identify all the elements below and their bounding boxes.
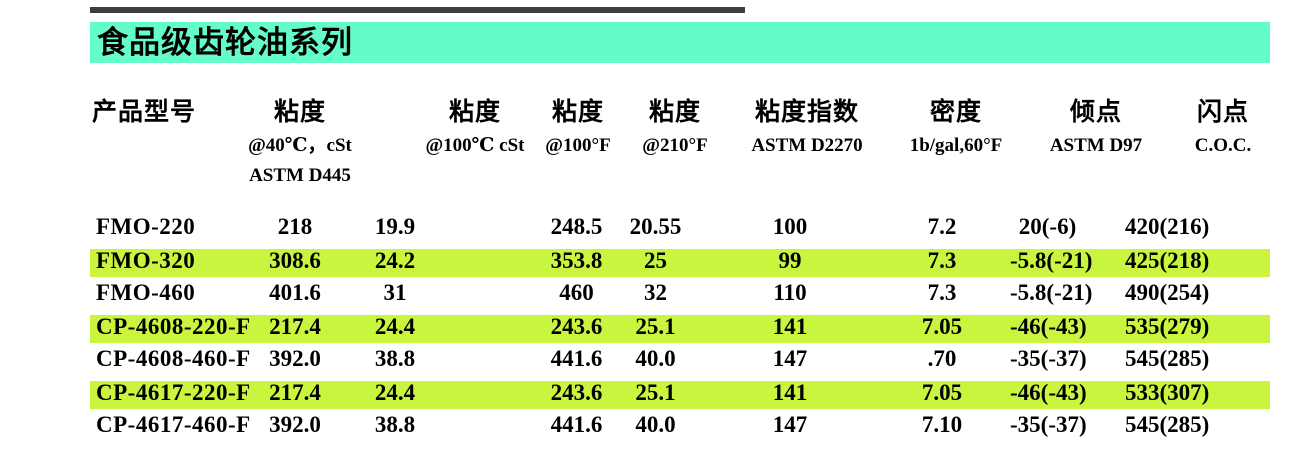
- cell-density: 7.05: [921, 380, 963, 405]
- cell-v210f: 32: [644, 280, 667, 305]
- cell-v210f: 25.1: [635, 314, 676, 339]
- cell-density: 7.10: [921, 412, 963, 437]
- cell-vi: 110: [773, 280, 807, 305]
- cell-model: FMO-320: [96, 248, 196, 273]
- column-header-flash-point: 闪点 C.O.C.: [1194, 99, 1252, 156]
- table-row: CP-4617-460-F 392.0 38.8 441.6 40.0 147 7.10 -3…: [90, 411, 1270, 444]
- cell-vi: 99: [778, 248, 802, 273]
- cell-flash: 490(254): [1125, 280, 1210, 305]
- cell-pour: -5.8(-21): [1010, 248, 1093, 273]
- cell-v40: 401.6: [269, 280, 321, 305]
- column-header-viscosity-210f: 粘度 @210°F: [642, 99, 708, 156]
- column-header-pour-point: 倾点 ASTM D97: [1049, 99, 1143, 156]
- cell-v40: 308.6: [269, 248, 321, 273]
- cell-pour: -46(-43): [1010, 314, 1087, 339]
- scan-artifact-line: [90, 7, 745, 13]
- cell-v40: 218: [277, 214, 313, 239]
- table-row: FMO-220 218 19.9 248.5 20.55 100 7.2 20(-6) 420(…: [90, 213, 1270, 246]
- cell-v210f: 20.55: [629, 214, 682, 239]
- cell-vi: 100: [772, 214, 808, 239]
- cell-v100f: 248.5: [550, 214, 603, 239]
- cell-v210f: 40.0: [635, 346, 676, 371]
- cell-pour: -35(-37): [1010, 412, 1087, 437]
- cell-v100c: 24.4: [374, 314, 416, 339]
- table-row: CP-4617-220-F 217.4 24.4 243.6 25.1 141 7.05 -4…: [90, 378, 1270, 411]
- cell-v210f: 25.1: [635, 380, 676, 405]
- page-title: 食品级齿轮油系列: [97, 25, 353, 60]
- cell-v100f: 243.6: [550, 314, 603, 339]
- cell-model: CP-4617-220-F: [96, 380, 251, 405]
- cell-density: 7.05: [921, 314, 963, 339]
- title-band: 食品级齿轮油系列: [90, 22, 1270, 63]
- cell-density: .70: [927, 346, 957, 371]
- cell-model: CP-4608-220-F: [96, 314, 251, 339]
- cell-v100c: 24.2: [374, 248, 416, 273]
- column-header-viscosity-40c: 粘度 @40℃，cSt ASTM D445: [248, 99, 352, 186]
- cell-pour: 20(-6): [1018, 214, 1077, 239]
- cell-v100f: 441.6: [550, 346, 603, 371]
- cell-v100f: 441.6: [550, 412, 603, 437]
- cell-v100c: 19.9: [374, 214, 416, 239]
- table-row: CP-4608-220-F 217.4 24.4 243.6 25.1 141 7.05 -4…: [90, 312, 1270, 345]
- cell-v210f: 40.0: [635, 412, 676, 437]
- spec-table: 产品型号 粘度 @40℃，cSt ASTM D445 粘度 @100℃ cSt …: [90, 95, 1270, 444]
- cell-pour: -46(-43): [1010, 380, 1087, 405]
- cell-vi: 141: [772, 314, 808, 339]
- cell-v40: 392.0: [269, 412, 321, 437]
- cell-v100c: 38.8: [374, 412, 416, 437]
- table-body: FMO-220 218 19.9 248.5 20.55 100 7.2 20(-6) 420(…: [90, 213, 1270, 444]
- column-header-viscosity-index: 粘度指数 ASTM D2270: [751, 99, 863, 156]
- cell-density: 7.3: [927, 280, 957, 305]
- cell-vi: 141: [772, 380, 808, 405]
- cell-flash: 545(285): [1125, 412, 1210, 437]
- cell-v40: 392.0: [269, 346, 321, 371]
- cell-v210f: 25: [644, 248, 667, 273]
- column-header-product-model: 产品型号: [92, 99, 197, 126]
- cell-v100c: 24.4: [374, 380, 416, 405]
- cell-flash: 420(216): [1125, 214, 1210, 239]
- cell-v100c: 38.8: [374, 346, 416, 371]
- cell-model: FMO-220: [96, 214, 196, 239]
- column-header-density: 密度 1b/gal,60°F: [909, 99, 1003, 156]
- cell-pour: -35(-37): [1010, 346, 1087, 371]
- cell-flash: 545(285): [1125, 346, 1210, 371]
- table-row: FMO-460 401.6 31 460 32 110 7.3 -5.8(-21) 490(25…: [90, 279, 1270, 312]
- cell-density: 7.2: [927, 214, 957, 239]
- cell-model: CP-4617-460-F: [96, 412, 251, 437]
- cell-v100f: 243.6: [550, 380, 603, 405]
- cell-v40: 217.4: [269, 380, 321, 405]
- column-header-viscosity-100c: 粘度 @100℃ cSt: [425, 99, 525, 156]
- cell-v100c: 31: [383, 280, 407, 305]
- cell-pour: -5.8(-21): [1010, 280, 1093, 305]
- cell-density: 7.3: [927, 248, 957, 273]
- column-header-viscosity-100f: 粘度 @100°F: [545, 99, 611, 156]
- cell-model: FMO-460: [96, 280, 196, 305]
- cell-v100f: 353.8: [550, 248, 603, 273]
- cell-model: CP-4608-460-F: [96, 346, 251, 371]
- table-header-row: 产品型号 粘度 @40℃，cSt ASTM D445 粘度 @100℃ cSt …: [90, 95, 1270, 191]
- cell-flash: 425(218): [1125, 248, 1210, 273]
- table-row: CP-4608-460-F 392.0 38.8 441.6 40.0 147 .70 -35…: [90, 345, 1270, 378]
- cell-flash: 535(279): [1125, 314, 1210, 339]
- table-row: FMO-320 308.6 24.2 353.8 25 99 7.3 -5.8(-21) 425…: [90, 246, 1270, 279]
- cell-v100f: 460: [559, 280, 594, 305]
- cell-v40: 217.4: [269, 314, 321, 339]
- cell-vi: 147: [772, 412, 808, 437]
- cell-flash: 533(307): [1125, 380, 1210, 405]
- cell-vi: 147: [772, 346, 808, 371]
